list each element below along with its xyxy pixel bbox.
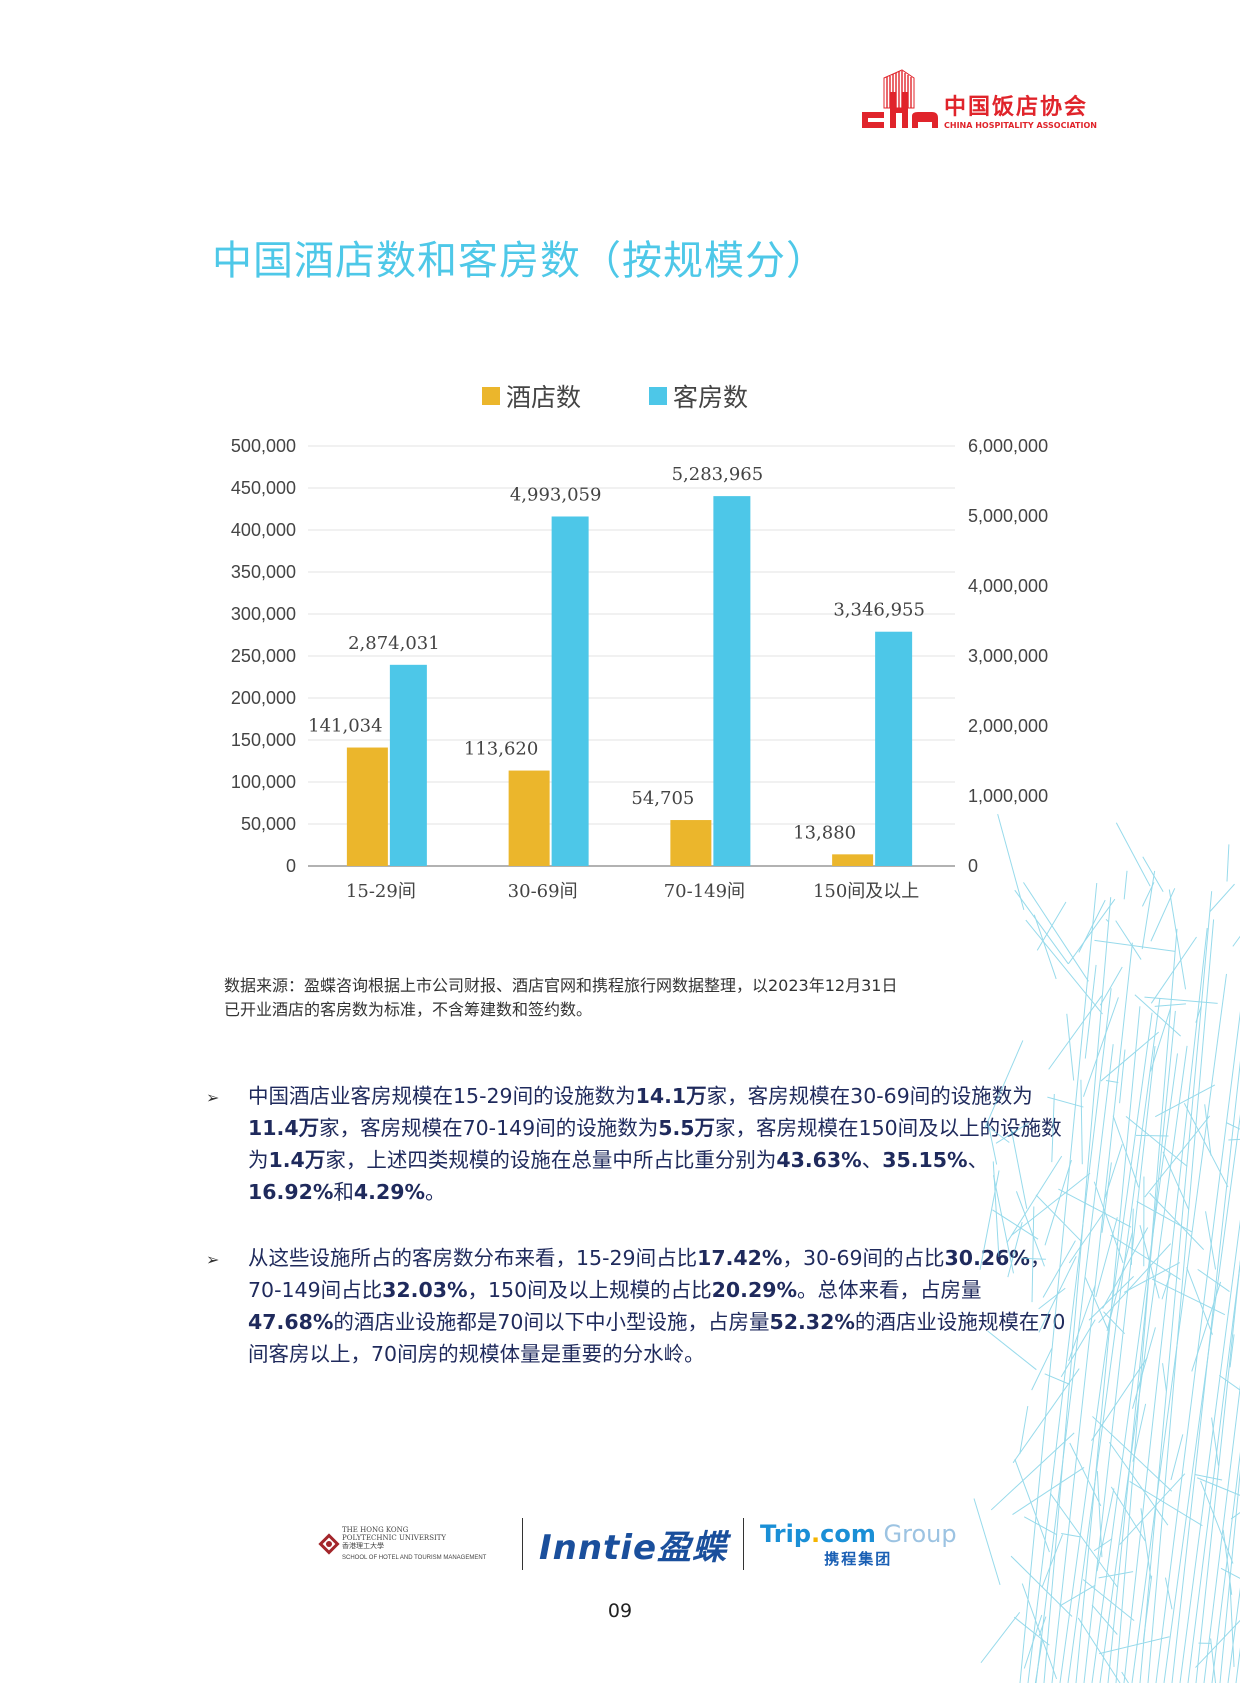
wireframe-building-decoration (973, 813, 1240, 1683)
left-axis-tick: 150,000 (231, 730, 296, 750)
left-axis-tick: 50,000 (241, 814, 296, 834)
page-title: 中国酒店数和客房数（按规模分） (212, 238, 827, 284)
category-label: 30-69间 (508, 881, 578, 902)
bar-hotels (670, 820, 712, 866)
group-text: Group (875, 1519, 957, 1548)
polyu-line2: POLYTECHNIC UNIVERSITY (342, 1534, 447, 1542)
logo-cn-text: 中国饭店协会 (944, 94, 1089, 120)
bar-rooms (389, 664, 427, 866)
logo-divider (743, 1518, 745, 1570)
bar-rooms (551, 516, 589, 866)
bullet-item: ➢ 从这些设施所占的客房数分布来看，15-29间占比17.42%，30-69间的… (206, 1242, 1066, 1370)
page-number: 09 (607, 1600, 633, 1622)
legend-swatch-rooms (649, 387, 668, 405)
com-text: com (820, 1519, 876, 1548)
left-axis-tick: 100,000 (231, 772, 296, 792)
legend-label-rooms: 客房数 (673, 383, 749, 412)
bar-rooms (875, 631, 913, 866)
bar-hotels (832, 854, 874, 866)
right-axis-tick: 0 (968, 856, 978, 876)
logo-divider (522, 1518, 523, 1570)
left-axis-tick: 200,000 (231, 688, 296, 708)
source-note-line2: 已开业酒店的客房数为标准，不含筹建数和签约数。 (224, 1000, 593, 1019)
category-label: 150间及以上 (813, 881, 919, 902)
data-label-hotels: 113,620 (464, 739, 538, 760)
data-label-rooms: 2,874,031 (348, 633, 440, 654)
polyu-emblem-icon (318, 1533, 340, 1555)
polyu-line1: THE HONG KONG (342, 1526, 409, 1534)
data-label-rooms: 5,283,965 (672, 464, 764, 485)
bullet-item: ➢ 中国酒店业客房规模在15-29间的设施数为14.1万家，客房规模在30-69… (206, 1080, 1066, 1208)
polyu-logo: THE HONG KONG POLYTECHNIC UNIVERSITY 香港理… (316, 1526, 506, 1562)
trip-cn-text: 携程集团 (824, 1549, 893, 1568)
legend-swatch-hotels (482, 387, 500, 405)
legend-item-rooms: 客房数 (649, 378, 748, 414)
category-label: 70-149间 (664, 881, 745, 902)
data-label-hotels: 54,705 (631, 788, 694, 809)
source-note: 数据来源：盈蝶咨询根据上市公司财报、酒店官网和携程旅行网数据整理，以2023年1… (224, 974, 1024, 1022)
source-note-line1: 数据来源：盈蝶咨询根据上市公司财报、酒店官网和携程旅行网数据整理，以2023年1… (224, 976, 898, 995)
left-axis-tick: 250,000 (231, 646, 296, 666)
bar-hotels (508, 770, 550, 866)
chart-legend: 酒店数 客房数 (482, 378, 748, 414)
data-label-hotels: 13,880 (793, 822, 856, 843)
chart-data-labels: 141,034 2,874,031 113,620 4,993,059 54,705 5,… (308, 464, 925, 843)
right-axis-tick: 3,000,000 (968, 646, 1048, 666)
footer-logos: THE HONG KONG POLYTECHNIC UNIVERSITY 香港理… (316, 1518, 957, 1570)
left-axis-tick: 0 (286, 856, 296, 876)
bullet-text: 中国酒店业客房规模在15-29间的设施数为14.1万家，客房规模在30-69间的… (248, 1084, 1062, 1204)
polyu-line4: SCHOOL OF HOTEL AND TOURISM MANAGEMENT (342, 1555, 487, 1561)
data-label-rooms: 4,993,059 (510, 484, 602, 505)
polyu-line3: 香港理工大學 (342, 1542, 384, 1550)
right-axis-tick: 4,000,000 (968, 576, 1048, 596)
right-axis-tick: 6,000,000 (968, 436, 1048, 456)
right-axis-tick: 5,000,000 (968, 506, 1048, 526)
logo-en-text: CHINA HOSPITALITY ASSOCIATION (944, 121, 1097, 130)
left-axis-tick: 350,000 (231, 562, 296, 582)
data-label-hotels: 141,034 (308, 716, 382, 737)
left-axis-tick: 450,000 (231, 478, 296, 498)
left-axis-tick: 500,000 (231, 436, 296, 456)
arrow-bullet-icon: ➢ (206, 1088, 220, 1107)
legend-label-hotels: 酒店数 (506, 383, 582, 412)
bullet-text: 从这些设施所占的客房数分布来看，15-29间占比17.42%，30-69间的占比… (248, 1246, 1066, 1366)
inntie-logo: Inntie盈蝶 (539, 1527, 728, 1568)
left-axis-ticks: 0 50,000 100,000 150,000 200,000 250,000 300,0… (231, 436, 296, 876)
bar-chart: 0 50,000 100,000 150,000 200,000 250,000 300,0… (231, 436, 1048, 902)
left-axis-tick: 300,000 (231, 604, 296, 624)
right-axis-tick: 2,000,000 (968, 716, 1048, 736)
trip-com-group-logo: Trip.com Group 携程集团 (760, 1520, 957, 1569)
trip-dot: . (811, 1519, 821, 1548)
category-label: 15-29间 (346, 881, 416, 902)
bar-hotels (346, 747, 388, 866)
bar-rooms (713, 496, 751, 866)
data-label-rooms: 3,346,955 (833, 600, 925, 621)
china-hospitality-association-logo: 中国饭店协会 CHINA HOSPITALITY ASSOCIATION (862, 68, 1097, 132)
right-axis-tick: 1,000,000 (968, 786, 1048, 806)
bullet-list: ➢ 中国酒店业客房规模在15-29间的设施数为14.1万家，客房规模在30-69… (206, 1080, 1066, 1404)
trip-text: Trip (760, 1519, 812, 1548)
right-axis-ticks: 0 1,000,000 2,000,000 3,000,000 4,000,000 5,0… (968, 436, 1048, 876)
chart-bars (346, 496, 913, 866)
arrow-bullet-icon: ➢ (206, 1250, 220, 1269)
category-labels: 15-29间 30-69间 70-149间 150间及以上 (346, 881, 919, 902)
cha-building-logo-icon (862, 68, 938, 132)
legend-item-hotels: 酒店数 (482, 378, 581, 414)
left-axis-tick: 400,000 (231, 520, 296, 540)
